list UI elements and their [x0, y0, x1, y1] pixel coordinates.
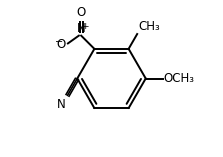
Text: −: −: [55, 37, 63, 47]
Text: N: N: [77, 22, 86, 35]
Text: N: N: [57, 98, 66, 111]
Text: O: O: [76, 6, 86, 19]
Text: O: O: [56, 38, 66, 51]
Text: +: +: [81, 22, 89, 31]
Text: OCH₃: OCH₃: [164, 72, 195, 85]
Text: CH₃: CH₃: [138, 20, 160, 33]
